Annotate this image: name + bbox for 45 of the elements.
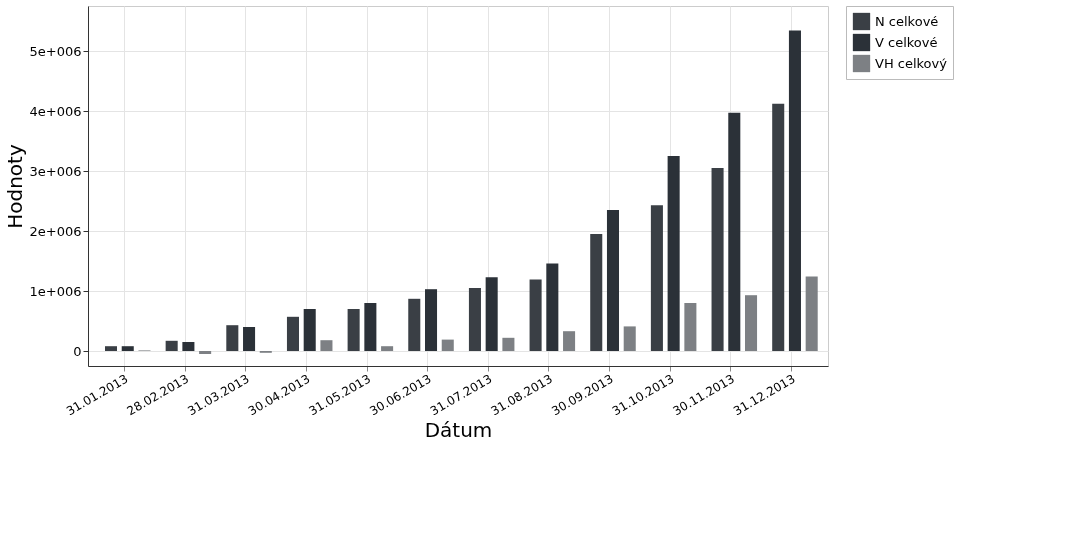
bar <box>381 346 394 351</box>
bar <box>441 339 454 351</box>
y-tick-label: 5e+006 <box>29 43 82 59</box>
y-tick-label: 0 <box>73 343 82 359</box>
bar <box>563 331 576 351</box>
bar <box>667 156 680 351</box>
bar <box>606 210 620 351</box>
bar <box>243 327 256 351</box>
y-tick-label: 4e+006 <box>29 103 82 119</box>
bar <box>226 325 239 351</box>
bar <box>590 234 603 351</box>
bar <box>104 346 118 351</box>
bar <box>485 277 498 351</box>
bar <box>650 205 663 351</box>
legend-label: V celkové <box>875 34 938 50</box>
y-tick-label: 3e+006 <box>29 163 82 179</box>
bar <box>711 168 724 351</box>
bar <box>424 289 438 351</box>
bar <box>286 316 299 351</box>
legend-label: VH celkový <box>875 55 948 71</box>
bar <box>347 309 360 351</box>
bar <box>408 298 421 351</box>
bar <box>788 30 801 351</box>
y-axis-title: Hodnoty <box>2 144 27 229</box>
bar <box>199 351 212 354</box>
bar <box>502 337 515 351</box>
y-tick-label: 2e+006 <box>29 223 82 239</box>
bar <box>623 326 636 351</box>
bar <box>805 276 818 351</box>
bar <box>772 103 785 351</box>
bar <box>529 279 542 351</box>
bar <box>303 309 316 351</box>
bar <box>364 303 377 351</box>
bar <box>182 342 195 351</box>
bar <box>745 295 758 351</box>
bar <box>728 112 741 351</box>
bar <box>121 346 134 351</box>
bar <box>546 263 559 351</box>
bar <box>468 288 481 351</box>
bar <box>165 340 178 351</box>
legend-label: N celkové <box>875 13 939 29</box>
y-tick-label: 1e+006 <box>29 283 82 299</box>
bar <box>684 303 697 351</box>
bar <box>320 340 333 351</box>
x-axis-title: Dátum <box>424 418 493 443</box>
